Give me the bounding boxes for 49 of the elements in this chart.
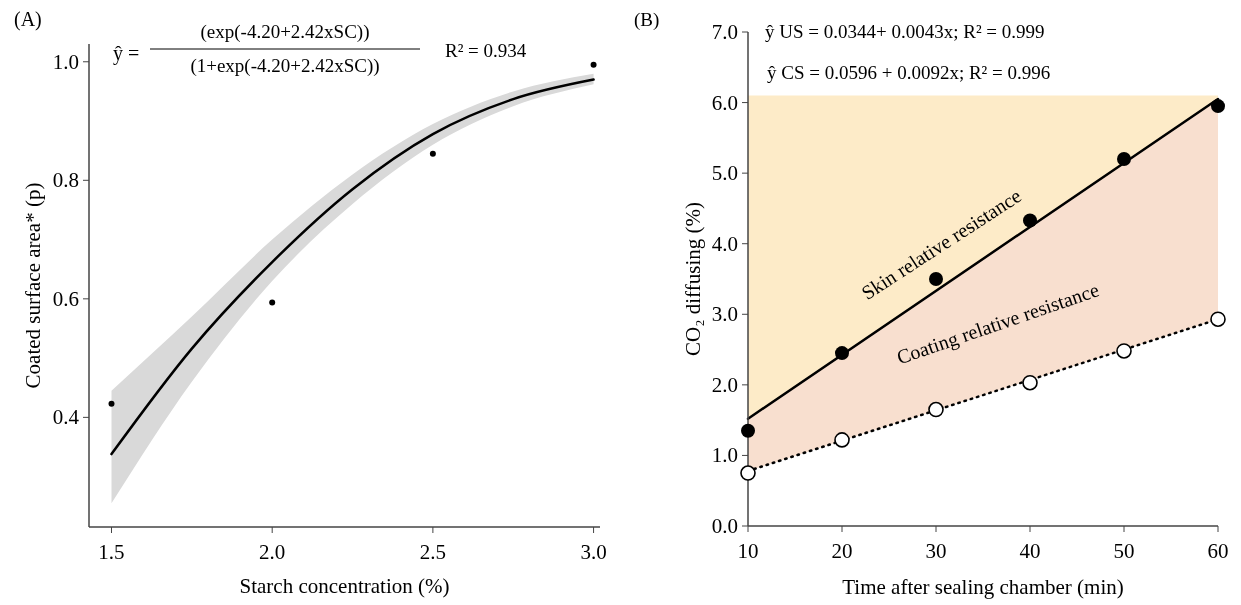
y-tick-label: 1.0 [52,49,79,74]
point [1210,311,1226,328]
x-tick-label: 10 [737,539,759,563]
annotation: ŷ CS = 0.0596 + 0.0092x; R² = 0.996 [767,62,1051,83]
point [928,401,944,418]
x-tick-label: 60 [1207,539,1229,563]
x-axis-title: Time after sealing chamber (min) [842,575,1124,599]
point [1022,374,1038,391]
point [1211,99,1225,114]
point [1116,343,1132,359]
annotation: ŷ = [113,42,140,65]
point [108,400,115,407]
text: (B) [634,9,660,31]
x-tick-label: 3.0 [580,540,607,564]
point [741,423,755,438]
x-tick-label: 30 [925,539,947,563]
y-tick-label: 6.0 [711,90,738,115]
point [835,346,849,361]
y-tick-label: 0.0 [711,514,738,538]
y-axis-title: CO₂ diffusing (%) [681,202,705,356]
x-tick-label: 20 [831,539,853,563]
point [1117,152,1131,167]
y-axis-title: Coated surface area* (p) [21,182,45,389]
x-tick-label: 2.5 [419,540,447,564]
point [834,432,850,448]
y-tick-label: 0.8 [52,168,79,193]
point [740,465,756,481]
text: (exp(-4.20+2.42xSC)) [200,21,370,43]
point [590,61,597,68]
x-tick-label: 50 [1113,539,1135,563]
text: (A) [14,8,42,31]
point [1023,213,1037,228]
y-tick-label: 2.0 [711,372,738,397]
y-tick-label: 7.0 [711,20,738,44]
x-tick-label: 40 [1019,539,1041,563]
y-tick-label: 0.6 [52,286,79,311]
x-tick-label: 2.0 [259,540,286,564]
y-tick-label: 4.0 [711,231,738,256]
x-axis-title: Starch concentration (%) [239,574,450,598]
annotation: ŷ US = 0.0344+ 0.0043x; R² = 0.999 [765,21,1045,42]
point [429,150,436,157]
point [269,299,276,306]
y-tick-label: 1.0 [711,443,738,468]
annotation: R² = 0.934 [445,40,527,61]
y-tick-label: 3.0 [711,302,738,327]
y-tick-label: 0.4 [52,405,80,430]
y-tick-label: 5.0 [711,161,738,186]
annotation: (1+exp(-4.20+2.42xSC)) [190,55,380,77]
x-tick-label: 1.5 [98,540,125,564]
